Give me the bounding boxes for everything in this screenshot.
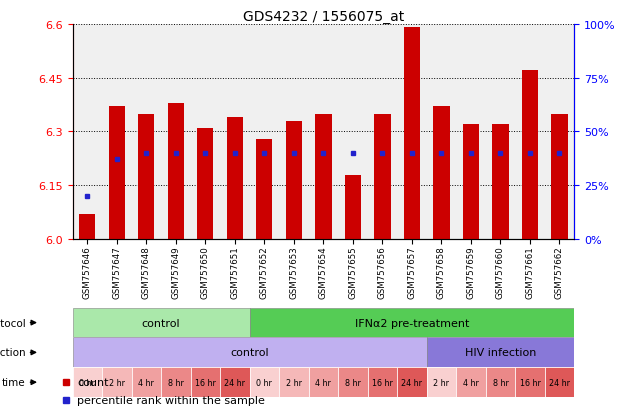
Bar bbox=[286, 121, 302, 240]
Text: 24 hr: 24 hr bbox=[549, 378, 570, 387]
Bar bbox=[427, 338, 574, 368]
Bar bbox=[404, 28, 420, 240]
Text: 8 hr: 8 hr bbox=[493, 378, 509, 387]
Text: 0 hr: 0 hr bbox=[80, 378, 95, 387]
Text: control: control bbox=[142, 318, 180, 328]
Bar bbox=[73, 368, 102, 397]
Text: 4 hr: 4 hr bbox=[138, 378, 154, 387]
Bar bbox=[486, 368, 515, 397]
Text: IFNα2 pre-treatment: IFNα2 pre-treatment bbox=[355, 318, 469, 328]
Bar bbox=[551, 114, 567, 240]
Text: control: control bbox=[230, 348, 269, 358]
Bar bbox=[256, 139, 273, 240]
Bar bbox=[138, 114, 155, 240]
Bar bbox=[316, 114, 331, 240]
Bar bbox=[73, 338, 427, 368]
Bar bbox=[168, 104, 184, 240]
Text: 16 hr: 16 hr bbox=[372, 378, 393, 387]
Text: 8 hr: 8 hr bbox=[168, 378, 184, 387]
Title: GDS4232 / 1556075_at: GDS4232 / 1556075_at bbox=[243, 10, 404, 24]
Bar bbox=[250, 308, 574, 338]
Bar bbox=[198, 128, 213, 240]
Text: 2 hr: 2 hr bbox=[433, 378, 449, 387]
Bar bbox=[463, 125, 479, 240]
Text: 16 hr: 16 hr bbox=[195, 378, 216, 387]
Bar bbox=[522, 71, 538, 240]
Text: 24 hr: 24 hr bbox=[401, 378, 422, 387]
Bar bbox=[345, 175, 361, 240]
Bar bbox=[309, 368, 338, 397]
Text: 2 hr: 2 hr bbox=[286, 378, 302, 387]
Bar bbox=[109, 107, 125, 240]
Bar bbox=[132, 368, 161, 397]
Bar bbox=[80, 214, 95, 240]
Text: 24 hr: 24 hr bbox=[225, 378, 245, 387]
Bar bbox=[220, 368, 250, 397]
Text: count: count bbox=[77, 377, 109, 387]
Bar bbox=[374, 114, 391, 240]
Text: protocol: protocol bbox=[0, 318, 25, 328]
Bar bbox=[368, 368, 397, 397]
Bar bbox=[545, 368, 574, 397]
Bar bbox=[227, 118, 243, 240]
Text: HIV infection: HIV infection bbox=[465, 348, 536, 358]
Bar bbox=[161, 368, 191, 397]
Bar bbox=[338, 368, 368, 397]
Bar bbox=[492, 125, 509, 240]
Text: 0 hr: 0 hr bbox=[256, 378, 273, 387]
Text: 2 hr: 2 hr bbox=[109, 378, 125, 387]
Bar bbox=[279, 368, 309, 397]
Bar bbox=[427, 368, 456, 397]
Text: time: time bbox=[2, 377, 25, 387]
Text: 8 hr: 8 hr bbox=[345, 378, 361, 387]
Bar bbox=[433, 107, 449, 240]
Text: 16 hr: 16 hr bbox=[519, 378, 540, 387]
Text: infection: infection bbox=[0, 348, 25, 358]
Bar bbox=[397, 368, 427, 397]
Bar bbox=[191, 368, 220, 397]
Bar bbox=[456, 368, 486, 397]
Text: 4 hr: 4 hr bbox=[316, 378, 331, 387]
Text: percentile rank within the sample: percentile rank within the sample bbox=[77, 394, 265, 405]
Bar bbox=[102, 368, 132, 397]
Text: 4 hr: 4 hr bbox=[463, 378, 479, 387]
Bar bbox=[73, 308, 250, 338]
Bar bbox=[515, 368, 545, 397]
Bar bbox=[250, 368, 279, 397]
